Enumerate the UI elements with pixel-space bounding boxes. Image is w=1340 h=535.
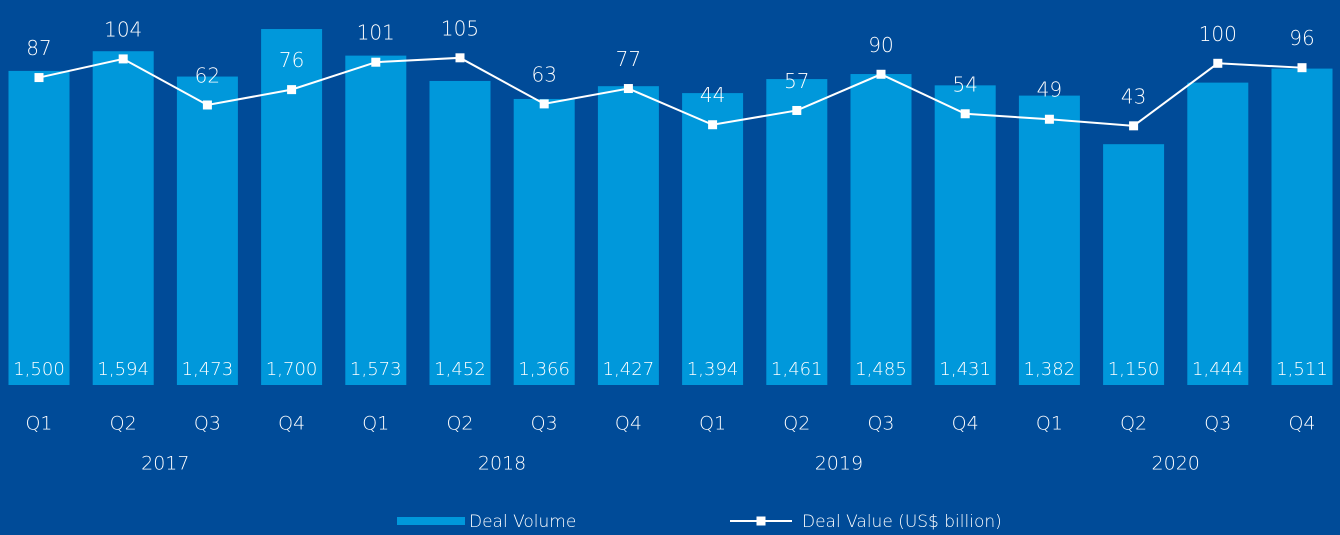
marker <box>455 53 465 63</box>
bar <box>682 93 744 385</box>
x-tick-label: Q1 <box>25 413 52 435</box>
x-tick-label: Q1 <box>362 413 389 435</box>
x-tick-label: Q2 <box>1120 413 1147 435</box>
group-label: 2020 <box>1152 453 1200 475</box>
line-label: 44 <box>700 83 725 107</box>
bar <box>850 74 912 385</box>
x-tick-label: Q1 <box>1036 413 1063 435</box>
line-label: 96 <box>1289 26 1314 50</box>
line-label: 101 <box>357 21 395 45</box>
bar <box>176 76 238 385</box>
marker <box>1129 121 1139 131</box>
marker <box>1213 58 1223 68</box>
bar-label: 1,427 <box>603 359 655 380</box>
bar-label: 1,431 <box>939 359 991 380</box>
bar-label: 1,394 <box>687 359 739 380</box>
line-label: 77 <box>616 47 641 71</box>
marker <box>287 85 297 95</box>
bar-label: 1,150 <box>1108 359 1160 380</box>
line-label: 100 <box>1199 22 1237 46</box>
x-tick-label: Q2 <box>783 413 810 435</box>
marker <box>371 57 381 67</box>
line-label: 63 <box>531 62 556 86</box>
x-tick-label: Q2 <box>110 413 137 435</box>
bar <box>1018 95 1080 386</box>
marker <box>623 84 633 94</box>
line-label: 54 <box>952 72 977 96</box>
line-label: 62 <box>195 63 220 87</box>
line-label: 49 <box>1037 78 1062 102</box>
bar <box>345 55 407 385</box>
bar <box>766 79 828 386</box>
bar <box>8 70 70 386</box>
line-label: 104 <box>104 17 142 41</box>
line-label: 90 <box>868 33 893 57</box>
line <box>38 56 1303 127</box>
bar-label: 1,594 <box>97 359 149 380</box>
line-label: 43 <box>1121 84 1146 108</box>
group-label: 2018 <box>478 453 526 475</box>
bar-label: 1,485 <box>855 359 907 380</box>
bar-label: 1,452 <box>434 359 486 380</box>
bar <box>1271 68 1333 385</box>
marker <box>1044 114 1054 124</box>
marker <box>876 69 886 79</box>
x-tick-label: Q4 <box>952 413 979 435</box>
bar-label: 1,461 <box>771 359 823 380</box>
line-label: 87 <box>26 36 51 60</box>
x-tick-label: Q3 <box>867 413 894 435</box>
x-tick-label: Q3 <box>194 413 221 435</box>
line-label: 105 <box>441 16 479 40</box>
bar <box>597 86 659 385</box>
legend-label: Deal Value (US$ billion) <box>802 512 1002 532</box>
x-tick-label: Q4 <box>278 413 305 435</box>
legend-marker <box>756 516 766 526</box>
bar <box>934 85 996 385</box>
marker <box>1297 63 1307 73</box>
marker <box>34 73 44 83</box>
marker <box>708 120 718 130</box>
bar-label: 1,500 <box>13 359 65 380</box>
x-tick-label: Q4 <box>615 413 642 435</box>
line-label: 76 <box>279 48 304 72</box>
bar-label: 1,444 <box>1192 359 1244 380</box>
x-tick-label: Q2 <box>446 413 473 435</box>
bar-label: 1,473 <box>182 359 234 380</box>
marker <box>118 54 128 64</box>
bar-label: 1,511 <box>1276 359 1328 380</box>
bar-label: 1,700 <box>266 359 318 380</box>
bar <box>429 80 491 385</box>
bar <box>1103 144 1165 385</box>
bar <box>1187 82 1249 385</box>
marker <box>792 105 802 115</box>
bar <box>513 98 575 386</box>
legend-swatch <box>397 517 465 525</box>
group-label: 2019 <box>815 453 863 475</box>
bar <box>92 51 154 385</box>
x-tick-label: Q1 <box>699 413 726 435</box>
bar-label: 1,366 <box>518 359 570 380</box>
x-tick-label: Q3 <box>1204 413 1231 435</box>
marker <box>539 99 549 109</box>
marker <box>960 109 970 119</box>
x-tick-label: Q3 <box>531 413 558 435</box>
bar-label: 1,382 <box>1024 359 1076 380</box>
group-label: 2017 <box>141 453 189 475</box>
line-label: 57 <box>784 69 809 93</box>
bar-label: 1,573 <box>350 359 402 380</box>
x-tick-label: Q4 <box>1288 413 1315 435</box>
legend-label: Deal Volume <box>469 512 576 532</box>
marker <box>202 100 212 110</box>
